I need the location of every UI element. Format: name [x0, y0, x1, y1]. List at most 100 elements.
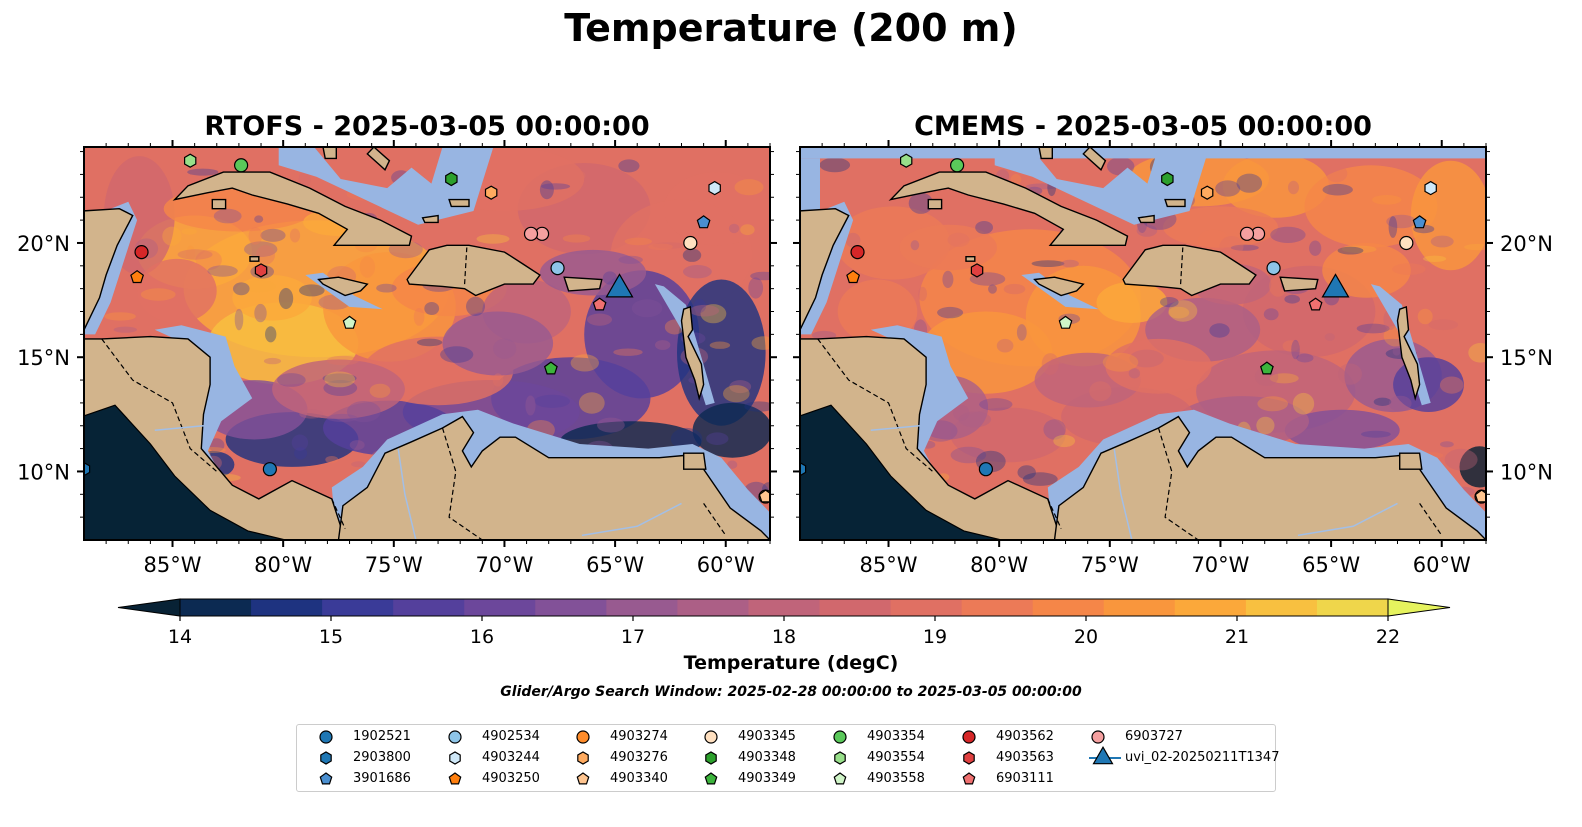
obs-4903348[interactable]	[1161, 171, 1174, 187]
land-leewards	[680, 305, 705, 401]
obs-4903349[interactable]	[1259, 361, 1274, 375]
eddy-patch	[908, 192, 934, 214]
legend-marker[interactable]	[704, 730, 718, 744]
land-hispaniola	[406, 244, 541, 297]
eddy-patch	[493, 338, 517, 359]
land-southamerica	[337, 415, 770, 540]
obs-4903244[interactable]	[1424, 180, 1437, 196]
legend-marker[interactable]	[834, 751, 846, 765]
eddy-patch	[1430, 235, 1454, 248]
legend-marker[interactable]	[319, 730, 333, 744]
obs-uvi_02-20250211T1347[interactable]	[1321, 273, 1350, 298]
legend-marker[interactable]	[1091, 730, 1105, 744]
obs-4903563[interactable]	[970, 263, 984, 278]
obs-6903727[interactable]	[1239, 226, 1255, 241]
temperature-patch	[1459, 446, 1486, 488]
eddy-patch	[618, 255, 643, 264]
lon-tick-label: 60°W	[1413, 553, 1471, 577]
obs-6903727[interactable]	[523, 226, 539, 241]
obs-6903111[interactable]	[1308, 297, 1323, 311]
colorbar-extend-low	[117, 598, 181, 617]
obs-4903340[interactable]	[1474, 489, 1487, 503]
eddy-patch	[819, 157, 851, 173]
legend-marker[interactable]	[576, 772, 590, 785]
lon-tick-label: 75°W	[1081, 553, 1139, 577]
obs-4903562[interactable]	[134, 245, 149, 260]
eddy-patch	[1423, 255, 1447, 262]
obs-4902534[interactable]	[1266, 260, 1281, 276]
eddy-patch	[1388, 395, 1412, 412]
country-border	[1180, 247, 1184, 285]
obs-4902534[interactable]	[550, 260, 565, 276]
legend-marker[interactable]	[705, 751, 717, 765]
eddy-patch	[689, 304, 720, 317]
legend-marker[interactable]	[576, 730, 590, 744]
eddy-patch	[947, 232, 970, 247]
obs-4903250[interactable]	[846, 269, 861, 284]
legend-marker[interactable]	[704, 772, 718, 785]
eddy-patch	[1219, 236, 1244, 257]
legend-marker[interactable]	[963, 751, 975, 765]
colorbar-tick-label: 17	[621, 626, 645, 648]
obs-4903244[interactable]	[708, 180, 721, 196]
land-exuma	[366, 147, 391, 171]
obs-4903558[interactable]	[1058, 315, 1073, 329]
legend-marker[interactable]	[1092, 745, 1114, 765]
obs-4903340[interactable]	[758, 489, 771, 503]
temperature-patch	[1222, 153, 1329, 218]
obs-4903562[interactable]	[850, 245, 865, 260]
temperature-patch	[1322, 243, 1411, 298]
legend-marker[interactable]	[448, 730, 462, 744]
obs-4903554[interactable]	[184, 153, 197, 168]
obs-4903345[interactable]	[683, 235, 698, 251]
legend-label: 4903558	[867, 771, 925, 786]
eddy-patch	[751, 336, 770, 350]
obs-4903348[interactable]	[445, 171, 458, 187]
obs-4903250[interactable]	[130, 269, 145, 284]
obs-4903354[interactable]	[950, 158, 965, 173]
land-exuma	[1082, 147, 1107, 171]
obs-6903111[interactable]	[592, 297, 607, 311]
legend-marker[interactable]	[833, 772, 847, 785]
legend-marker[interactable]	[962, 772, 976, 785]
eddy-patch	[734, 179, 764, 196]
eddy-patch	[1168, 300, 1198, 322]
obs-1902521[interactable]	[978, 462, 993, 477]
obs-4903349[interactable]	[543, 361, 558, 375]
eddy-patch	[346, 401, 381, 423]
legend-marker[interactable]	[577, 751, 589, 765]
obs-3901686[interactable]	[1412, 215, 1427, 229]
map-panel-cmems[interactable]: 85°W 80°W 75°W 70°W 65°W 60°W 10°N 15°N 20°N	[793, 140, 1553, 577]
obs-4903558[interactable]	[342, 315, 357, 329]
obs-4903563[interactable]	[254, 263, 268, 278]
obs-1902521[interactable]	[262, 462, 277, 477]
obs-2903800[interactable]	[78, 462, 91, 477]
land-turks	[1164, 198, 1186, 208]
obs-4903554[interactable]	[899, 153, 913, 168]
eddy-patch	[748, 277, 764, 299]
eddy-patch	[466, 296, 485, 316]
obs-4903276[interactable]	[484, 185, 498, 200]
obs-3901686[interactable]	[696, 215, 711, 229]
eddy-patch	[254, 303, 267, 323]
eddy-patch	[1209, 323, 1230, 338]
obs-4903276[interactable]	[1200, 185, 1214, 200]
obs-4903345[interactable]	[1399, 235, 1414, 251]
legend-marker[interactable]	[449, 751, 461, 765]
legend-marker[interactable]	[962, 730, 976, 744]
map-panel-rtofs[interactable]: 85°W 80°W 75°W 70°W 65°W 60°W 10°N 15°N 20°N	[17, 140, 777, 577]
eddy-patch	[918, 286, 927, 302]
legend-marker[interactable]	[833, 730, 847, 744]
obs-2903800[interactable]	[794, 462, 807, 477]
temperature-patch	[1284, 409, 1400, 451]
colorbar-tick-label: 20	[1074, 626, 1098, 648]
legend-label: 4903348	[738, 750, 796, 765]
eddy-patch	[570, 354, 599, 372]
lon-tick-label: 80°W	[254, 553, 312, 577]
legend-marker[interactable]	[319, 772, 333, 785]
search-window-note: Glider/Argo Search Window: 2025-02-28 00…	[500, 684, 1082, 700]
legend-marker[interactable]	[320, 751, 332, 765]
obs-4903354[interactable]	[234, 158, 249, 173]
obs-uvi_02-20250211T1347[interactable]	[605, 273, 634, 298]
legend-marker[interactable]	[448, 772, 462, 785]
